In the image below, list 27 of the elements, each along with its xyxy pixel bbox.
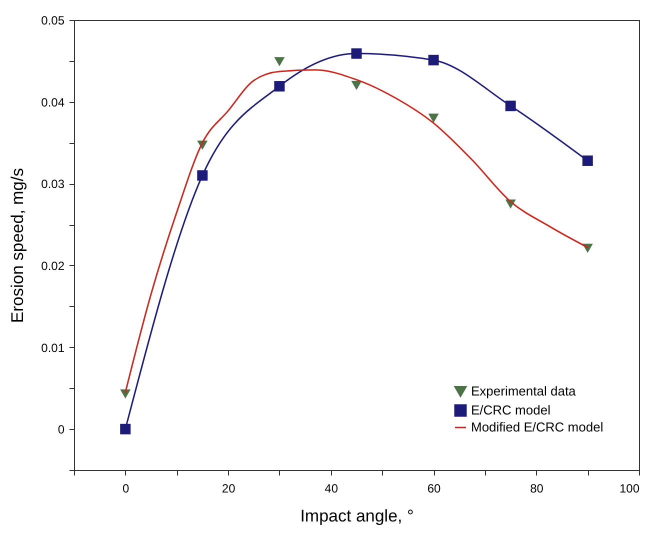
x-tick-label: 20 xyxy=(222,482,236,496)
legend-label: Experimental data xyxy=(471,384,577,398)
y-tick-label: 0 xyxy=(58,422,65,437)
point xyxy=(197,170,208,181)
point xyxy=(428,114,439,123)
x-tick-label: 100 xyxy=(619,482,640,496)
x-tick-label: 0 xyxy=(122,482,130,496)
point xyxy=(505,100,516,112)
y-tick-label: 0.04 xyxy=(41,95,65,110)
y-tick-label: 0.02 xyxy=(41,258,65,273)
x-axis-title: Impact angle, ° xyxy=(300,506,414,526)
y-axis-title: Erosion speed, mg/s xyxy=(8,168,28,323)
legend-label: Modified E/CRC model xyxy=(471,420,604,434)
point xyxy=(274,81,285,92)
x-tick-label: 40 xyxy=(324,482,338,496)
point xyxy=(351,80,362,90)
x-tick-label: 60 xyxy=(427,482,442,496)
point xyxy=(582,155,593,166)
point xyxy=(274,57,285,66)
x-tick-label: 80 xyxy=(530,482,544,496)
point xyxy=(428,54,439,66)
point xyxy=(351,48,362,59)
y-tick-label: 0.01 xyxy=(41,340,65,355)
legend-label: E/CRC model xyxy=(471,402,551,418)
y-tick-label: 0.03 xyxy=(41,177,65,192)
y-tick-label: 0.05 xyxy=(41,14,65,28)
point xyxy=(120,424,131,434)
